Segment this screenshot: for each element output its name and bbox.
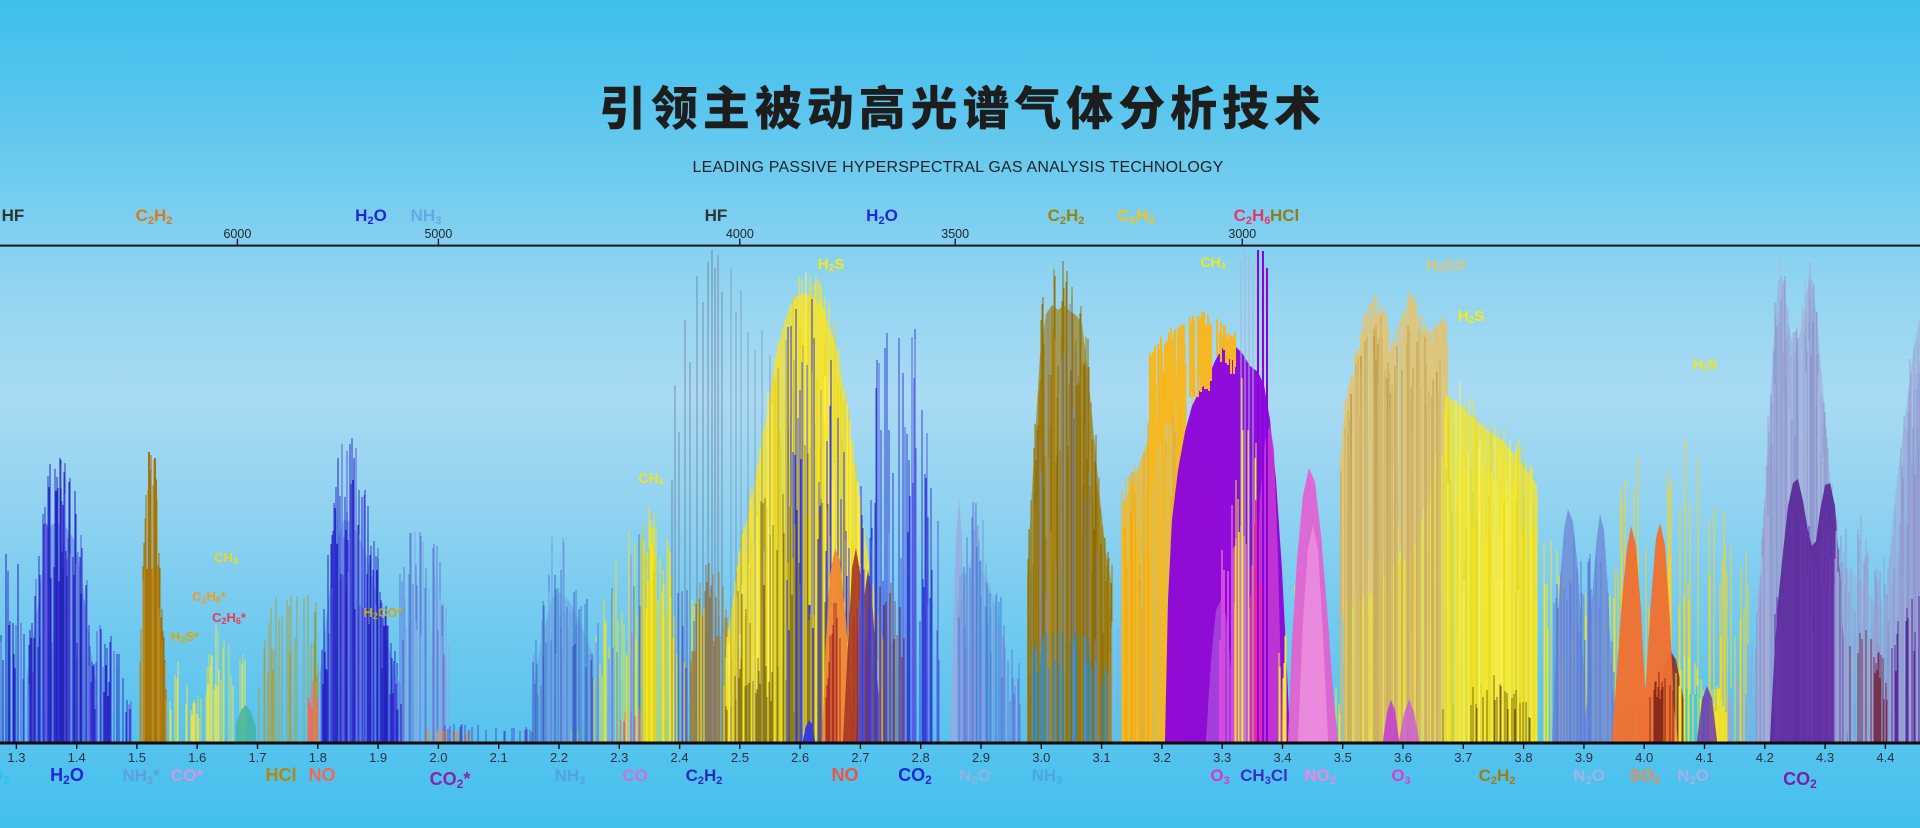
svg-text:3.0: 3.0 xyxy=(1032,750,1050,765)
svg-text:CH4: CH4 xyxy=(214,550,238,566)
svg-text:NH3: NH3 xyxy=(555,766,586,787)
svg-text:C2H6: C2H6 xyxy=(1234,206,1271,227)
svg-text:CO*: CO* xyxy=(171,766,204,785)
svg-text:4.0: 4.0 xyxy=(1635,750,1653,765)
svg-text:NH3: NH3 xyxy=(411,206,442,227)
svg-text:C2H6*: C2H6* xyxy=(212,610,247,626)
svg-text:CO2: CO2 xyxy=(1783,769,1817,791)
svg-text:SO2: SO2 xyxy=(1630,766,1661,787)
svg-text:3.7: 3.7 xyxy=(1454,750,1472,765)
svg-text:H2O: H2O xyxy=(50,765,84,787)
svg-text:N2O: N2O xyxy=(1573,766,1605,787)
svg-text:2.3: 2.3 xyxy=(610,750,628,765)
svg-text:4.3: 4.3 xyxy=(1816,750,1834,765)
svg-text:CO2: CO2 xyxy=(898,765,932,787)
svg-text:CH4: CH4 xyxy=(638,470,663,487)
svg-text:H2S*: H2S* xyxy=(171,629,200,645)
svg-text:6000: 6000 xyxy=(223,227,251,241)
svg-text:HF: HF xyxy=(705,206,728,225)
svg-text:C2H6*: C2H6* xyxy=(192,589,227,605)
svg-text:4.1: 4.1 xyxy=(1695,750,1713,765)
svg-text:C2H2: C2H2 xyxy=(136,206,173,227)
svg-text:4.4: 4.4 xyxy=(1876,750,1894,765)
svg-text:NO: NO xyxy=(309,765,336,785)
svg-text:LEADING PASSIVE HYPERSPECTRAL: LEADING PASSIVE HYPERSPECTRAL GAS ANALYS… xyxy=(692,159,1223,176)
svg-text:1.9: 1.9 xyxy=(369,750,387,765)
svg-text:NO2: NO2 xyxy=(1304,766,1336,787)
svg-text:N2O: N2O xyxy=(959,766,991,787)
svg-text:4000: 4000 xyxy=(726,227,754,241)
svg-text:NH3*: NH3* xyxy=(122,766,160,787)
svg-text:3.2: 3.2 xyxy=(1153,750,1171,765)
svg-text:2.9: 2.9 xyxy=(972,750,990,765)
svg-text:2.6: 2.6 xyxy=(791,750,809,765)
svg-text:C2H2: C2H2 xyxy=(686,766,723,787)
svg-text:NH3: NH3 xyxy=(1032,766,1063,787)
svg-text:1.7: 1.7 xyxy=(248,750,266,765)
svg-text:H2S: H2S xyxy=(1458,308,1484,326)
svg-text:3.4: 3.4 xyxy=(1273,750,1291,765)
svg-text:HF: HF xyxy=(2,206,25,225)
svg-text:3000: 3000 xyxy=(1228,227,1256,241)
svg-text:H2CO: H2CO xyxy=(1427,257,1466,275)
svg-text:CO: CO xyxy=(622,766,648,785)
svg-text:O2: O2 xyxy=(0,766,10,787)
svg-text:3.8: 3.8 xyxy=(1515,750,1533,765)
svg-text:5000: 5000 xyxy=(424,227,452,241)
svg-text:1.3: 1.3 xyxy=(7,750,25,765)
svg-text:3.3: 3.3 xyxy=(1213,750,1231,765)
svg-text:1.4: 1.4 xyxy=(68,750,86,765)
svg-text:C2H4: C2H4 xyxy=(1118,206,1156,227)
svg-text:O3: O3 xyxy=(1391,766,1410,787)
svg-text:HCl: HCl xyxy=(266,765,297,785)
svg-text:1.6: 1.6 xyxy=(188,750,206,765)
svg-text:H2CO*: H2CO* xyxy=(364,605,404,621)
svg-text:H2O: H2O xyxy=(355,206,387,227)
svg-text:2.0: 2.0 xyxy=(429,750,447,765)
svg-text:3.1: 3.1 xyxy=(1093,750,1111,765)
svg-text:2.8: 2.8 xyxy=(912,750,930,765)
svg-text:3.6: 3.6 xyxy=(1394,750,1412,765)
svg-text:3.5: 3.5 xyxy=(1334,750,1352,765)
svg-text:H2S: H2S xyxy=(1693,356,1717,373)
svg-text:CH4: CH4 xyxy=(1200,254,1225,271)
svg-text:C2H2: C2H2 xyxy=(1048,206,1085,227)
svg-text:2.7: 2.7 xyxy=(851,750,869,765)
svg-text:NO: NO xyxy=(832,765,859,785)
svg-text:1.8: 1.8 xyxy=(309,750,327,765)
svg-text:1.5: 1.5 xyxy=(128,750,146,765)
svg-text:O3: O3 xyxy=(1210,766,1229,787)
svg-text:C2H2: C2H2 xyxy=(1479,766,1516,787)
svg-text:H2O: H2O xyxy=(866,206,898,227)
svg-text:2.5: 2.5 xyxy=(731,750,749,765)
svg-text:CH3Cl: CH3Cl xyxy=(1240,766,1288,787)
svg-text:CO2*: CO2* xyxy=(430,769,471,791)
svg-text:2.4: 2.4 xyxy=(671,750,689,765)
svg-text:HCl: HCl xyxy=(1270,206,1299,225)
svg-text:2.1: 2.1 xyxy=(490,750,508,765)
svg-text:3500: 3500 xyxy=(941,227,969,241)
svg-text:2.2: 2.2 xyxy=(550,750,568,765)
svg-text:H2S: H2S xyxy=(818,256,844,274)
svg-text:N2O: N2O xyxy=(1677,766,1709,787)
svg-text:3.9: 3.9 xyxy=(1575,750,1593,765)
svg-text:4.2: 4.2 xyxy=(1756,750,1774,765)
